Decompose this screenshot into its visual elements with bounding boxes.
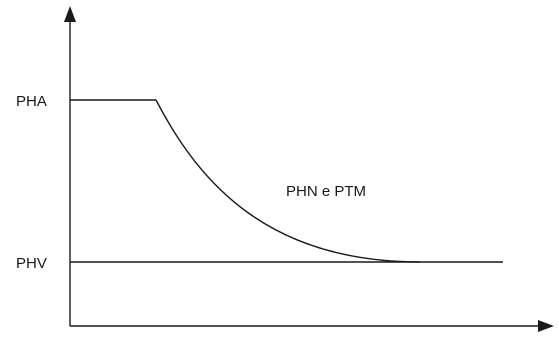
x-axis-arrow-icon	[538, 320, 554, 332]
label-pha: PHA	[16, 93, 47, 110]
label-curve: PHN e PTM	[286, 183, 366, 200]
label-phv: PHV	[16, 255, 47, 272]
decay-curve	[155, 99, 421, 263]
y-axis-arrow-icon	[64, 6, 76, 22]
